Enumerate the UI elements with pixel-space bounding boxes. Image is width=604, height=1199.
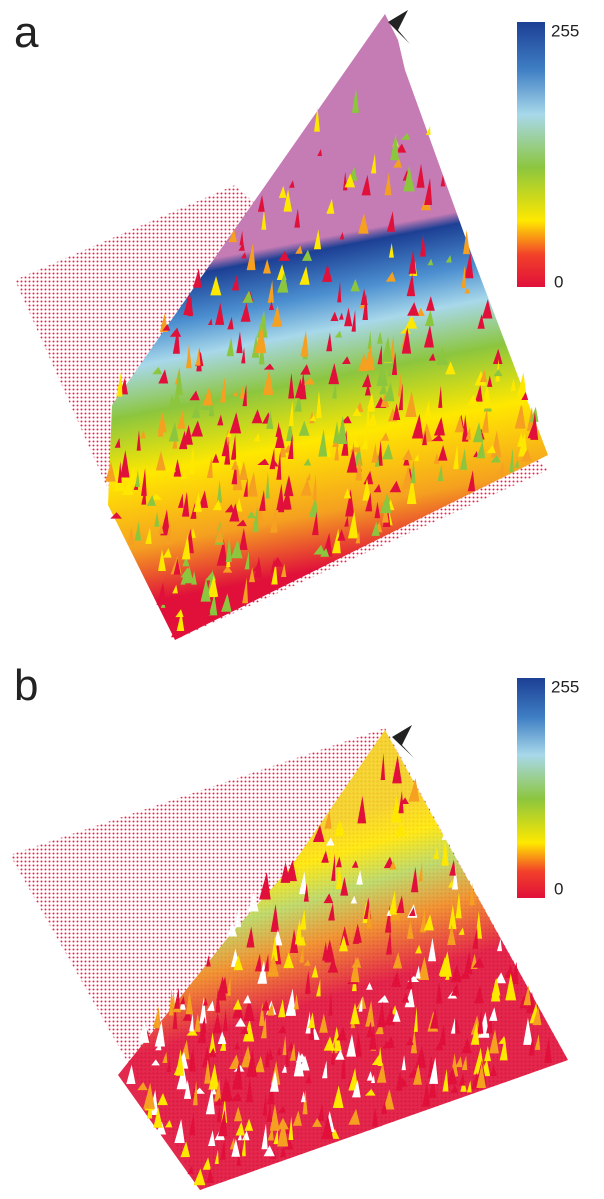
page: a 255 0 b 255 0 (() => { const data = JS… xyxy=(0,0,604,1199)
figure: a 255 0 b 255 0 xyxy=(0,0,604,1199)
colorbar-min: 0 xyxy=(554,879,563,898)
colorbar-max: 255 xyxy=(551,21,579,40)
colorbar-min: 0 xyxy=(554,272,563,291)
colorbar xyxy=(517,22,545,287)
colorbar-max: 255 xyxy=(551,677,579,696)
colorbar xyxy=(517,678,545,898)
panel-label: a xyxy=(14,8,39,57)
panel-b: b 255 0 xyxy=(10,661,579,1190)
panel-a: a 255 0 xyxy=(14,8,579,640)
panel-label: b xyxy=(14,661,38,710)
